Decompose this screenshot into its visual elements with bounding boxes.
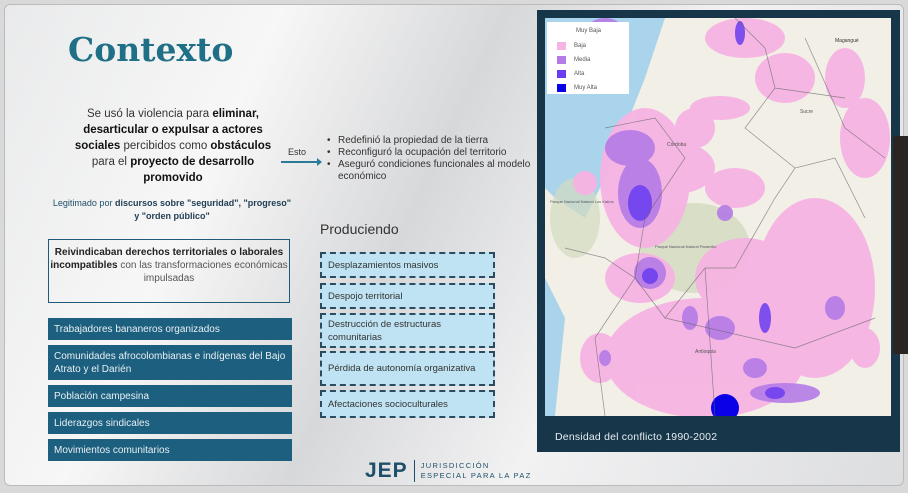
- legit-bold: discursos sobre "seguridad", "progreso" …: [114, 198, 292, 221]
- arrow-right-icon: [281, 158, 322, 166]
- legend-item: Baja: [557, 42, 586, 50]
- boundaries: [564, 18, 886, 416]
- logo-text: JURISDICCIÓN ESPECIAL PARA LA PAZ: [421, 461, 532, 481]
- legend-item: Muy Alta: [557, 84, 597, 92]
- place-label: Sucre: [800, 109, 813, 115]
- legend-swatch: [557, 84, 566, 92]
- intro-text: Se usó la violencia para eliminar, desar…: [62, 106, 284, 186]
- legend-swatch: [557, 70, 566, 78]
- legend-item: Muy Baja: [576, 28, 601, 34]
- jep-logo: JEP JURISDICCIÓN ESPECIAL PARA LA PAZ: [365, 459, 532, 483]
- outcome-item: Aseguró condiciones funcionales al model…: [325, 159, 540, 183]
- group-item: Población campesina: [48, 385, 292, 407]
- place-label: Parque Nacional Natural Los Katíos: [550, 199, 614, 204]
- intro-part: para el: [91, 156, 131, 168]
- density-alta: [628, 21, 785, 399]
- intro-part: Se usó la violencia para: [87, 108, 213, 120]
- logo-divider: [413, 460, 415, 482]
- legend-item: Media: [557, 56, 590, 64]
- org-line: ESPECIAL PARA LA PAZ: [420, 471, 532, 480]
- legend-label: Baja: [574, 43, 587, 49]
- outcome-item: Reconfiguró la ocupación del territorio: [325, 147, 540, 159]
- arrow-label: Esto: [288, 147, 307, 157]
- logo-mark: JEP: [365, 459, 408, 482]
- place-label: Magangué: [835, 38, 859, 44]
- map-legend: Muy Baja Baja Media Alta Muy Alta: [547, 22, 629, 94]
- intro-bold: eliminar, desarticular o expulsar a acto…: [74, 108, 263, 152]
- group-item: Comunidades afrocolombianas e indígenas …: [48, 345, 292, 380]
- legend-label: Muy Alta: [574, 85, 598, 91]
- place-label: Antioquia: [695, 349, 716, 355]
- legitimation-text: Legitimado por discursos sobre "segurida…: [52, 197, 292, 223]
- group-item: Trabajadores bananeros organizados: [48, 318, 292, 340]
- place-label: Parque Nacional Natural Paramillo: [655, 244, 717, 249]
- legend-swatch: [557, 42, 566, 50]
- legend-label: Media: [574, 57, 591, 63]
- legend-item: Alta: [557, 70, 584, 78]
- effect-item: Afectaciones socioculturales: [320, 390, 495, 418]
- intro-part: percibidos como: [120, 140, 211, 152]
- intro-bold: proyecto de desarrollo promovido: [130, 156, 255, 184]
- claims-text: con las transformaciones económicas impu…: [117, 260, 288, 284]
- effect-item: Pérdida de autonomía organizativa: [320, 351, 495, 386]
- gulf: [545, 278, 565, 416]
- group-item: Movimientos comunitarios: [48, 439, 292, 461]
- effect-item: Despojo territorial: [320, 283, 495, 309]
- place-label: Córdoba: [667, 142, 686, 148]
- map-caption: Densidad del conflicto 1990-2002: [555, 431, 718, 443]
- legend-label: Muy Baja: [576, 28, 602, 34]
- legend-swatch: [557, 56, 566, 64]
- density-muy-alta: [711, 394, 739, 416]
- webcam-overlay: [893, 136, 908, 354]
- legit-part: Legitimado por: [52, 198, 115, 208]
- effect-item: Destrucción de estructuras comunitarias: [320, 313, 495, 348]
- intro-bold: obstáculos: [210, 140, 272, 152]
- effect-item: Desplazamientos masivos: [320, 252, 495, 278]
- claims-bold: Reivindicaban derechos territoriales o l…: [50, 247, 284, 271]
- outcome-item: Redefinió la propiedad de la tierra: [325, 135, 540, 147]
- claims-box: Reivindicaban derechos territoriales o l…: [48, 239, 290, 303]
- page-title: Contexto: [68, 30, 234, 69]
- outcomes-list: Redefinió la propiedad de la tierra Reco…: [325, 135, 540, 183]
- park-area: [550, 178, 600, 258]
- org-line: JURISDICCIÓN: [420, 461, 490, 470]
- group-item: Liderazgos sindicales: [48, 412, 292, 434]
- legend-label: Alta: [574, 71, 585, 77]
- producing-heading: Produciendo: [320, 221, 399, 237]
